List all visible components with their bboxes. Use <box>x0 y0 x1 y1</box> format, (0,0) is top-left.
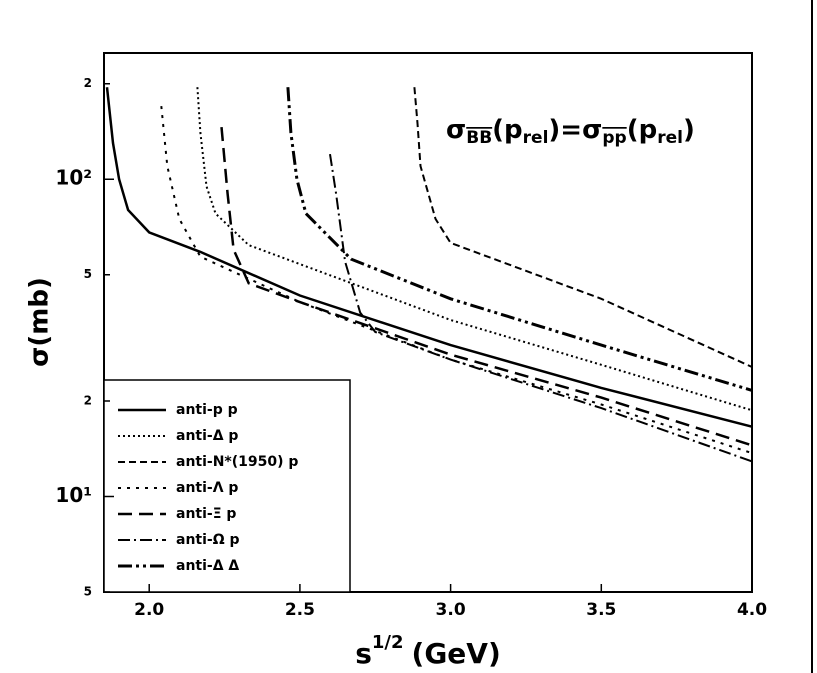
annotation-part: ) <box>683 115 695 145</box>
series-line <box>160 106 753 455</box>
x-label-base: s <box>355 637 372 670</box>
x-tick-label: 2.0 <box>134 600 164 620</box>
annotation-part: (p <box>627 115 658 145</box>
y-tick-label: 5 <box>84 585 92 599</box>
y-tick-label: 2 <box>84 393 92 407</box>
legend-label: anti-N*(1950) p <box>176 454 298 470</box>
plot-frame <box>103 52 753 593</box>
x-label-unit: (GeV) <box>412 637 501 670</box>
legend-box <box>103 379 351 593</box>
x-label-sup: 1/2 <box>372 632 404 653</box>
x-tick-label: 4.0 <box>737 600 767 620</box>
x-axis-label: s1/2 (GeV) <box>355 632 501 670</box>
legend-label: anti-Ξ p <box>176 506 236 522</box>
legend-label: anti-p p <box>176 402 238 418</box>
y-tick-label: 10¹ <box>55 483 92 507</box>
legend-label: anti-Λ p <box>176 480 238 496</box>
annotation-part: BB <box>466 128 492 148</box>
series-line <box>220 126 753 447</box>
y-axis-label: σ(mb) <box>25 277 55 367</box>
x-tick-label: 2.5 <box>285 600 315 620</box>
series-line <box>105 87 753 428</box>
annotation-part: rel <box>657 128 683 148</box>
annotation-part: pp <box>602 128 626 148</box>
annotation: σBB(prel)=σpp(prel) <box>446 115 695 149</box>
series-line <box>413 87 753 368</box>
legend-label: anti-Δ p <box>176 428 238 444</box>
y-tick-label: 2 <box>84 76 92 90</box>
series-line <box>329 153 753 463</box>
y-tick-label: 10² <box>55 166 92 190</box>
x-tick-label: 3.0 <box>436 600 466 620</box>
annotation-part: rel <box>523 128 549 148</box>
annotation-part: σ <box>446 115 466 145</box>
x-tick-label: 3.5 <box>586 600 616 620</box>
annotation-part: )=σ <box>548 115 602 145</box>
legend-label: anti-Δ Δ <box>176 558 239 574</box>
y-tick-label: 5 <box>84 267 92 281</box>
legend-label: anti-Ω p <box>176 532 240 548</box>
series-line <box>286 87 753 392</box>
annotation-part: (p <box>492 115 523 145</box>
